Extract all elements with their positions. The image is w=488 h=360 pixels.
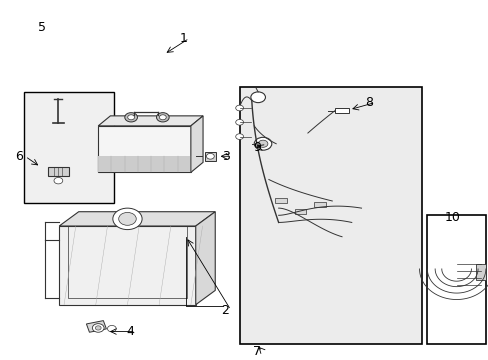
Text: 10: 10 xyxy=(444,211,460,224)
Polygon shape xyxy=(195,212,215,305)
Text: 2: 2 xyxy=(221,303,228,316)
Bar xyxy=(59,226,195,305)
Circle shape xyxy=(119,212,136,225)
Circle shape xyxy=(95,326,101,330)
Circle shape xyxy=(92,324,104,332)
Circle shape xyxy=(156,113,169,122)
Polygon shape xyxy=(59,212,215,226)
Text: 1: 1 xyxy=(179,32,187,45)
Polygon shape xyxy=(190,116,203,172)
Bar xyxy=(204,152,216,161)
Bar xyxy=(47,167,69,176)
Bar xyxy=(239,86,422,344)
Text: 9: 9 xyxy=(252,141,260,154)
Circle shape xyxy=(206,153,214,159)
Circle shape xyxy=(113,208,142,230)
Bar xyxy=(475,264,485,280)
Bar xyxy=(24,92,114,203)
Bar xyxy=(68,226,186,298)
Bar xyxy=(98,126,190,172)
Circle shape xyxy=(250,92,265,103)
Bar xyxy=(275,198,286,203)
Circle shape xyxy=(159,115,166,120)
Text: 6: 6 xyxy=(15,150,23,163)
Text: 7: 7 xyxy=(252,345,260,358)
Polygon shape xyxy=(98,116,203,126)
Bar xyxy=(314,202,325,207)
Text: 5: 5 xyxy=(38,21,46,34)
Circle shape xyxy=(54,177,62,184)
Bar xyxy=(334,108,348,113)
Circle shape xyxy=(235,120,243,125)
Circle shape xyxy=(235,105,243,111)
Text: 8: 8 xyxy=(364,96,372,109)
Circle shape xyxy=(258,140,267,147)
Bar xyxy=(294,209,306,214)
Circle shape xyxy=(107,325,116,332)
Circle shape xyxy=(127,115,134,120)
Circle shape xyxy=(235,134,243,139)
Bar xyxy=(86,321,106,332)
Text: 4: 4 xyxy=(126,325,134,338)
Bar xyxy=(427,215,485,344)
Text: 3: 3 xyxy=(222,150,229,163)
Circle shape xyxy=(254,137,271,150)
Circle shape xyxy=(124,113,137,122)
Bar xyxy=(98,156,190,172)
